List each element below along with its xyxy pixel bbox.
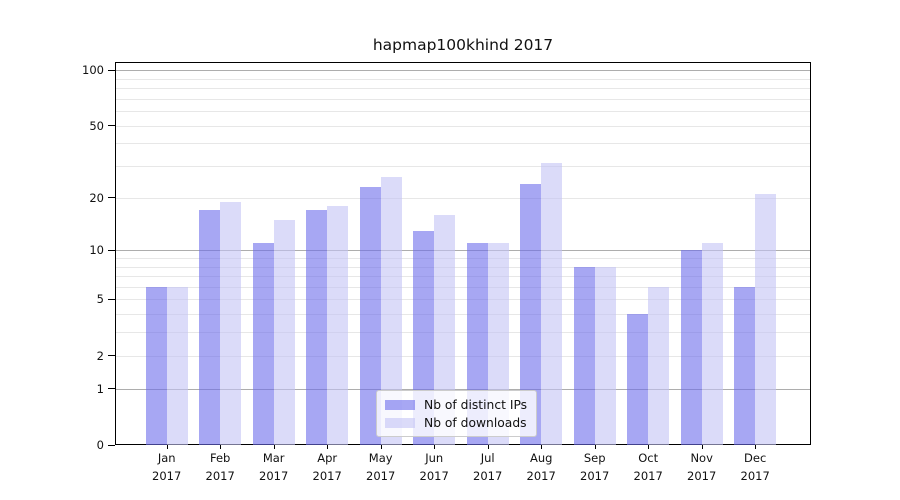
y-tick-label: 20 bbox=[89, 190, 104, 205]
gridline-minor bbox=[116, 355, 810, 357]
x-tick bbox=[166, 445, 168, 449]
x-tick bbox=[541, 445, 543, 449]
y-tick bbox=[108, 197, 115, 199]
x-tick-label-dec: Dec 2017 bbox=[740, 451, 770, 483]
plot-area bbox=[115, 62, 811, 445]
y-tick bbox=[108, 444, 115, 446]
legend-swatch-downloads bbox=[385, 417, 415, 428]
gridline-minor bbox=[116, 332, 810, 334]
bar-downloads-may bbox=[380, 177, 402, 445]
bar-distinct-ips-oct bbox=[627, 314, 649, 445]
bar-downloads-oct bbox=[648, 286, 670, 445]
legend: Nb of distinct IPs Nb of downloads bbox=[376, 390, 537, 437]
x-tick-label-may: May 2017 bbox=[366, 451, 396, 483]
y-tick-label: 2 bbox=[96, 348, 104, 363]
bar-downloads-aug bbox=[541, 163, 563, 445]
bar-distinct-ips-aug bbox=[520, 183, 542, 445]
y-tick bbox=[108, 388, 115, 390]
legend-label-downloads: Nb of downloads bbox=[424, 415, 527, 430]
y-tick-label: 50 bbox=[89, 118, 104, 133]
y-tick-label: 5 bbox=[96, 292, 104, 307]
bar-downloads-apr bbox=[327, 205, 349, 445]
legend-item-downloads: Nb of downloads bbox=[385, 416, 528, 430]
x-tick-label-jun: Jun 2017 bbox=[419, 451, 449, 483]
gridline-minor bbox=[116, 166, 810, 167]
x-tick bbox=[273, 445, 275, 449]
x-tick-label-nov: Nov 2017 bbox=[687, 451, 717, 483]
gridline-minor bbox=[116, 143, 810, 145]
legend-item-distinct-ips: Nb of distinct IPs bbox=[385, 398, 528, 412]
gridline-minor bbox=[116, 314, 810, 316]
gridline-minor bbox=[116, 87, 810, 89]
gridline-minor bbox=[116, 98, 810, 100]
bar-distinct-ips-apr bbox=[306, 210, 328, 445]
y-tick bbox=[108, 125, 115, 126]
x-tick-label-feb: Feb 2017 bbox=[205, 451, 235, 483]
legend-swatch-distinct-ips bbox=[385, 399, 415, 410]
bar-downloads-jan bbox=[166, 286, 188, 445]
x-tick bbox=[701, 445, 703, 449]
bar-distinct-ips-mar bbox=[252, 243, 274, 445]
x-tick bbox=[594, 445, 596, 449]
gridline-minor bbox=[116, 257, 810, 259]
legend-label-distinct-ips: Nb of distinct IPs bbox=[424, 397, 528, 412]
gridline-minor bbox=[116, 111, 810, 112]
bar-distinct-ips-jan bbox=[145, 286, 167, 445]
bar-downloads-dec bbox=[755, 193, 777, 445]
bar-downloads-jun bbox=[434, 214, 456, 445]
y-tick-label: 0 bbox=[96, 438, 104, 452]
gridline-minor bbox=[116, 299, 810, 301]
y-tick-label: 100 bbox=[82, 63, 104, 77]
x-tick bbox=[380, 445, 382, 449]
bar-downloads-mar bbox=[273, 219, 295, 445]
gridline-minor bbox=[116, 197, 810, 199]
x-tick bbox=[327, 445, 329, 449]
bar-distinct-ips-sep bbox=[573, 266, 595, 445]
gridline-decade bbox=[116, 250, 810, 252]
chart-title: hapmap100khind 2017 bbox=[372, 36, 554, 54]
x-tick-label-oct: Oct 2017 bbox=[633, 451, 663, 483]
y-tick bbox=[108, 298, 115, 300]
bar-downloads-feb bbox=[220, 201, 242, 445]
gridline-minor bbox=[116, 266, 810, 268]
gridline-decade bbox=[116, 388, 810, 390]
bar-distinct-ips-may bbox=[359, 186, 381, 445]
x-tick-label-jul: Jul 2017 bbox=[473, 451, 503, 483]
x-tick bbox=[487, 445, 489, 449]
x-tick-label-jan: Jan 2017 bbox=[152, 451, 182, 483]
y-tick-label: 1 bbox=[96, 381, 104, 396]
bar-downloads-nov bbox=[701, 243, 723, 445]
x-tick bbox=[755, 445, 757, 449]
y-tick bbox=[108, 355, 115, 357]
gridline-decade bbox=[116, 70, 810, 71]
x-tick-label-apr: Apr 2017 bbox=[312, 451, 342, 483]
x-tick-label-sep: Sep 2017 bbox=[580, 451, 610, 483]
x-tick bbox=[648, 445, 650, 449]
gridline-minor bbox=[116, 286, 810, 288]
y-tick-label: 10 bbox=[89, 243, 104, 258]
gridline-minor bbox=[116, 276, 810, 277]
bar-distinct-ips-nov bbox=[680, 250, 702, 445]
gridline-minor bbox=[116, 125, 810, 127]
x-tick-label-aug: Aug 2017 bbox=[526, 451, 556, 483]
y-tick bbox=[108, 249, 115, 251]
bar-downloads-sep bbox=[594, 266, 616, 445]
x-tick-label-mar: Mar 2017 bbox=[259, 451, 289, 483]
gridline-minor bbox=[116, 78, 810, 80]
bar-distinct-ips-feb bbox=[199, 210, 221, 445]
y-tick bbox=[108, 69, 115, 71]
x-tick bbox=[434, 445, 436, 449]
x-tick bbox=[220, 445, 222, 449]
bar-distinct-ips-dec bbox=[734, 286, 756, 445]
